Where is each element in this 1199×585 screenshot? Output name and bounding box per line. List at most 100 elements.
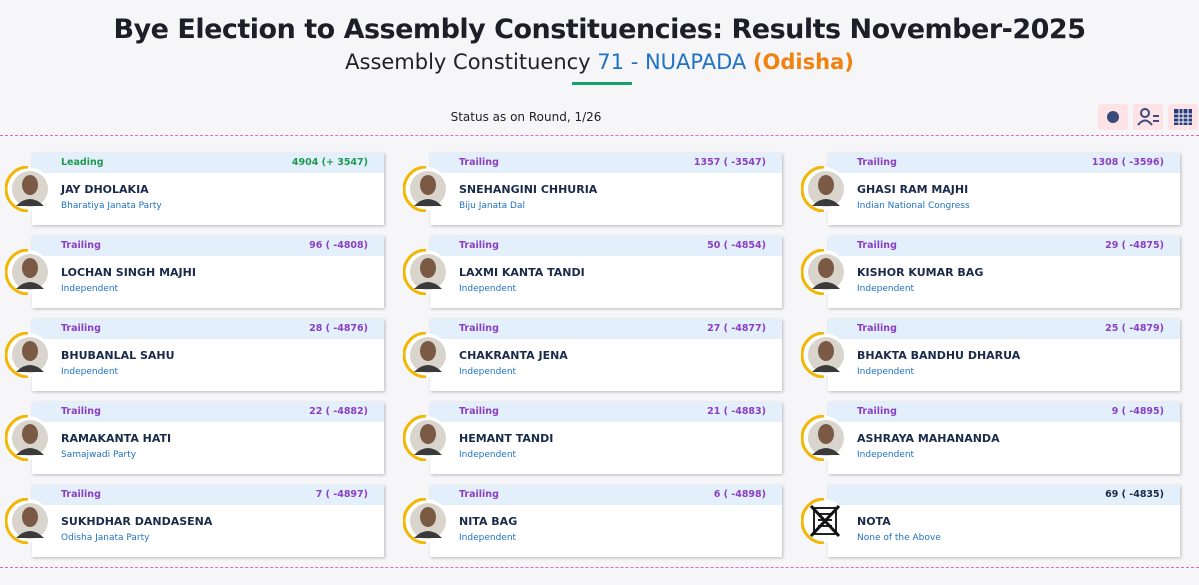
votes: 1357 ( -3547) <box>693 157 766 168</box>
card-header <box>430 319 782 339</box>
votes: 21 ( -4883) <box>707 406 766 417</box>
votes: 25 ( -4879) <box>1105 323 1164 334</box>
candidate-name: HEMANT TANDI <box>459 432 554 445</box>
party: Independent <box>857 450 915 460</box>
party: Independent <box>857 367 915 377</box>
state: (Odisha) <box>752 50 854 74</box>
votes: 22 ( -4882) <box>309 406 368 417</box>
votes: 6 ( -4898) <box>713 489 766 500</box>
constituency: 71 - NUAPADA <box>597 50 747 74</box>
candidate-card: Trailing 29 ( -4875) KISHOR KUMAR BAG Indep… <box>828 236 1180 308</box>
card-header <box>828 153 1180 173</box>
status: Trailing <box>459 406 499 417</box>
status: Trailing <box>459 489 499 500</box>
candidate-card: Trailing 96 ( -4808) LOCHAN SINGH MAJHI Ind… <box>32 236 384 308</box>
candidate-card: Trailing 21 ( -4883) HEMANT TANDI Independe… <box>430 402 782 474</box>
candidate-card: Trailing 6 ( -4898) NITA BAG Independent <box>430 485 782 557</box>
photo <box>402 248 449 296</box>
card-header <box>828 402 1180 422</box>
candidate-name: BHAKTA BANDHU DHARUA <box>857 349 1021 362</box>
divider <box>0 135 1199 136</box>
photo <box>402 414 449 462</box>
candidate-card: Trailing 1308 ( -3596) GHASI RAM MAJHI Indi… <box>828 153 1180 225</box>
photo <box>800 248 847 296</box>
votes: 4904 (+ 3547) <box>291 157 368 168</box>
subtitle-prefix: Assembly Constituency <box>345 50 591 74</box>
candidate-card: Trailing 28 ( -4876) BHUBANLAL SAHU Indepen… <box>32 319 384 391</box>
candidate-name: LAXMI KANTA TANDI <box>459 266 585 279</box>
status: Trailing <box>459 323 499 334</box>
party: Independent <box>459 450 517 460</box>
card-header <box>32 153 384 173</box>
status: Status as on Round, 1/26 <box>450 110 602 124</box>
photo <box>4 331 51 379</box>
party: Indian National Congress <box>857 201 970 211</box>
candidate-button[interactable] <box>1133 104 1163 130</box>
divider <box>0 567 1199 568</box>
candidate-card: Trailing 25 ( -4879) BHAKTA BANDHU DHARUA I… <box>828 319 1180 391</box>
party: Independent <box>459 533 517 543</box>
party: Bharatiya Janata Party <box>61 201 162 211</box>
status: Trailing <box>857 240 897 251</box>
candidate-name: JAY DHOLAKIA <box>61 183 149 196</box>
candidate-card: 69 ( -4835) NOTA None of the Above <box>828 485 1180 557</box>
photo <box>402 331 449 379</box>
photo <box>4 414 51 462</box>
photo <box>4 497 51 545</box>
status: Trailing <box>61 240 101 251</box>
votes: 1308 ( -3596) <box>1091 157 1164 168</box>
status: Leading <box>61 157 104 168</box>
card-header <box>430 153 782 173</box>
candidate-name: LOCHAN SINGH MAJHI <box>61 266 196 279</box>
party: Biju Janata Dal <box>459 201 525 211</box>
status: Trailing <box>857 323 897 334</box>
party: Independent <box>61 367 119 377</box>
status: Trailing <box>459 157 499 168</box>
card-header <box>32 236 384 256</box>
candidate-name: NITA BAG <box>459 515 518 528</box>
photo <box>4 248 51 296</box>
candidate-name: SNEHANGINI CHHURIA <box>459 183 598 196</box>
subtitle: Assembly Constituency 71 - NUAPADA (Odis… <box>0 50 1199 74</box>
table-button[interactable] <box>1168 104 1198 130</box>
candidate-name: GHASI RAM MAJHI <box>857 183 969 196</box>
party: Odisha Janata Party <box>61 533 150 543</box>
underline <box>572 82 632 85</box>
photo <box>402 165 449 213</box>
candidate-name: KISHOR KUMAR BAG <box>857 266 984 279</box>
party: Samajwadi Party <box>61 450 137 460</box>
party: None of the Above <box>857 533 941 543</box>
card-header <box>828 319 1180 339</box>
votes: 50 ( -4854) <box>707 240 766 251</box>
party: Independent <box>61 284 119 294</box>
candidate-card: Trailing 9 ( -4895) ASHRAYA MAHANANDA Indep… <box>828 402 1180 474</box>
status: Trailing <box>61 489 101 500</box>
votes: 27 ( -4877) <box>707 323 766 334</box>
party: Independent <box>459 367 517 377</box>
candidate-name: BHUBANLAL SAHU <box>61 349 175 362</box>
status: Trailing <box>61 323 101 334</box>
votes: 28 ( -4876) <box>309 323 368 334</box>
candidate-card: Trailing 27 ( -4877) CHAKRANTA JENA Indepen… <box>430 319 782 391</box>
photo <box>800 497 847 545</box>
status: Trailing <box>857 406 897 417</box>
photo <box>800 331 847 379</box>
card-header <box>32 485 384 505</box>
votes: 7 ( -4897) <box>315 489 368 500</box>
card-header <box>828 236 1180 256</box>
map-button[interactable] <box>1098 104 1128 130</box>
candidate-name: SUKHDHAR DANDASENA <box>61 515 213 528</box>
votes: 96 ( -4808) <box>309 240 368 251</box>
status: Trailing <box>459 240 499 251</box>
party: Independent <box>459 284 517 294</box>
photo <box>4 165 51 213</box>
page-title: Bye Election to Assembly Constituencies:… <box>113 14 1086 45</box>
candidate-card: Trailing 1357 ( -3547) SNEHANGINI CHHURIA B… <box>430 153 782 225</box>
photo <box>800 165 847 213</box>
card-header <box>430 485 782 505</box>
card-header <box>32 319 384 339</box>
status: Trailing <box>61 406 101 417</box>
photo <box>800 414 847 462</box>
card-header <box>828 485 1180 505</box>
